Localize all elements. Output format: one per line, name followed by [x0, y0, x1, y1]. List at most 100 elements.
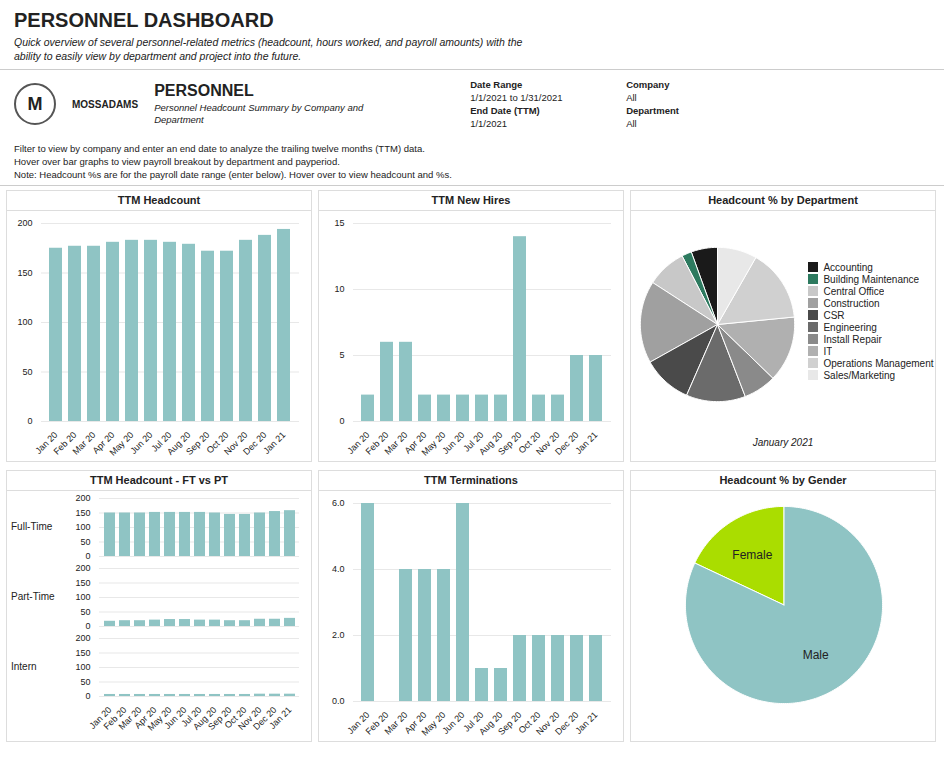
svg-text:6.0: 6.0: [332, 498, 345, 508]
svg-text:Nov 20: Nov 20: [222, 429, 250, 457]
svg-text:Jun 20: Jun 20: [440, 430, 466, 456]
html-text:Install Repair: Install Repair: [823, 333, 882, 345]
html-text:Filter to view by company and: Filter to view by company and enter an e…: [14, 143, 452, 180]
svg-text:Jun 20: Jun 20: [128, 430, 154, 456]
svg-text:Aug 20: Aug 20: [477, 429, 505, 457]
html-text:Quick overview of several pers: Quick overview of several personnel-rela…: [14, 36, 523, 62]
svg-text:50: 50: [22, 367, 32, 377]
svg-text:50: 50: [80, 677, 90, 687]
svg-text:Jul 20: Jul 20: [461, 429, 486, 454]
svg-text:Jul 20: Jul 20: [461, 709, 486, 734]
html-text:Personnel Headcount Summary by: Personnel Headcount Summary by Company a…: [154, 102, 364, 125]
svg-text:Apr 20: Apr 20: [132, 704, 159, 731]
svg-text:Mar 20: Mar 20: [116, 704, 144, 732]
html-text:PERSONNEL: PERSONNEL: [154, 82, 254, 99]
svg-text:Female: Female: [732, 547, 772, 561]
html-text:TTM New Hires: TTM New Hires: [431, 194, 511, 206]
svg-text:Dec 20: Dec 20: [553, 429, 581, 457]
svg-text:Feb 20: Feb 20: [363, 429, 391, 457]
html-text:Engineering: Engineering: [823, 321, 877, 333]
svg-text:50: 50: [80, 537, 90, 547]
svg-text:0: 0: [27, 416, 32, 426]
html-text:CSR: CSR: [823, 309, 845, 321]
svg-text:Jul 20: Jul 20: [179, 704, 204, 729]
svg-text:May 20: May 20: [420, 430, 448, 458]
html-text:Building Maintenance: Building Maintenance: [823, 273, 920, 285]
svg-text:200: 200: [75, 633, 90, 643]
svg-text:Nov 20: Nov 20: [236, 704, 264, 732]
svg-text:Sep 20: Sep 20: [496, 710, 523, 737]
html-text:M: M: [27, 93, 43, 114]
svg-text:50: 50: [80, 607, 90, 617]
svg-text:May 20: May 20: [420, 710, 448, 738]
svg-text:10: 10: [334, 284, 344, 294]
svg-text:Male: Male: [802, 647, 828, 661]
svg-text:Jan 20: Jan 20: [87, 704, 114, 731]
html-text:Accounting: Accounting: [823, 261, 873, 273]
svg-text:Sep 20: Sep 20: [496, 430, 523, 457]
svg-text:Dec 20: Dec 20: [553, 709, 581, 737]
html-text:PERSONNEL DASHBOARD: PERSONNEL DASHBOARD: [14, 9, 274, 31]
svg-text:0: 0: [85, 551, 90, 561]
svg-text:Jan 21: Jan 21: [573, 710, 599, 736]
svg-text:15: 15: [334, 218, 344, 228]
svg-text:Dec 20: Dec 20: [241, 429, 269, 457]
svg-text:Nov 20: Nov 20: [534, 429, 562, 457]
svg-text:200: 200: [75, 563, 90, 573]
svg-text:Apr 20: Apr 20: [90, 429, 117, 456]
svg-text:150: 150: [75, 508, 90, 518]
svg-text:Oct 20: Oct 20: [222, 704, 249, 731]
svg-text:Aug 20: Aug 20: [191, 704, 219, 732]
svg-text:5: 5: [339, 350, 344, 360]
svg-text:100: 100: [75, 662, 90, 672]
svg-text:200: 200: [75, 493, 90, 503]
svg-text:Oct 20: Oct 20: [516, 709, 543, 736]
svg-text:Jan 20: Jan 20: [33, 429, 60, 456]
svg-text:Feb 20: Feb 20: [51, 429, 79, 457]
svg-text:0: 0: [85, 621, 90, 631]
svg-text:Jan 21: Jan 21: [267, 705, 293, 731]
html-text:MOSSADAMS: MOSSADAMS: [72, 98, 139, 110]
svg-text:Dec 20: Dec 20: [251, 704, 279, 732]
svg-text:Jun 20: Jun 20: [162, 704, 189, 731]
svg-text:Oct 20: Oct 20: [516, 429, 543, 456]
svg-text:100: 100: [75, 522, 90, 532]
svg-text:Apr 20: Apr 20: [402, 709, 429, 736]
svg-text:150: 150: [17, 268, 32, 278]
svg-text:Jul 20: Jul 20: [149, 429, 174, 454]
svg-text:100: 100: [17, 317, 32, 327]
svg-text:2.0: 2.0: [332, 630, 345, 640]
svg-text:Nov 20: Nov 20: [534, 709, 562, 737]
html-text:Central Office: Central Office: [823, 285, 885, 297]
html-text:Headcount % by Department: Headcount % by Department: [708, 194, 858, 206]
svg-text:Feb 20: Feb 20: [363, 709, 391, 737]
svg-text:Jan 20: Jan 20: [345, 429, 372, 456]
svg-text:Apr 20: Apr 20: [402, 429, 429, 456]
svg-text:Aug 20: Aug 20: [477, 709, 505, 737]
svg-text:0: 0: [339, 416, 344, 426]
svg-text:0: 0: [85, 691, 90, 701]
svg-text:May 20: May 20: [145, 704, 174, 733]
svg-text:Aug 20: Aug 20: [165, 429, 193, 457]
svg-text:Mar 20: Mar 20: [382, 709, 410, 737]
svg-text:Jan 21: Jan 21: [261, 430, 287, 456]
svg-text:Oct 20: Oct 20: [204, 429, 231, 456]
svg-text:Feb 20: Feb 20: [101, 704, 129, 732]
html-text:Operations Management: Operations Management: [823, 357, 934, 369]
svg-text:200: 200: [17, 218, 32, 228]
svg-text:Sep 20: Sep 20: [206, 704, 234, 732]
svg-text:Jan 21: Jan 21: [573, 430, 599, 456]
svg-text:Sep 20: Sep 20: [184, 430, 211, 457]
svg-text:150: 150: [75, 648, 90, 658]
svg-text:Jan 20: Jan 20: [345, 709, 372, 736]
svg-text:Mar 20: Mar 20: [70, 429, 98, 457]
svg-text:4.0: 4.0: [332, 564, 345, 574]
svg-text:May 20: May 20: [108, 430, 136, 458]
svg-text:Mar 20: Mar 20: [382, 429, 410, 457]
svg-text:0.0: 0.0: [332, 696, 345, 706]
html-text:TTM Headcount: TTM Headcount: [117, 194, 201, 206]
html-text:Construction: Construction: [823, 297, 880, 309]
svg-text:Jun 20: Jun 20: [440, 710, 466, 736]
svg-text:150: 150: [75, 578, 90, 588]
svg-text:100: 100: [75, 592, 90, 602]
